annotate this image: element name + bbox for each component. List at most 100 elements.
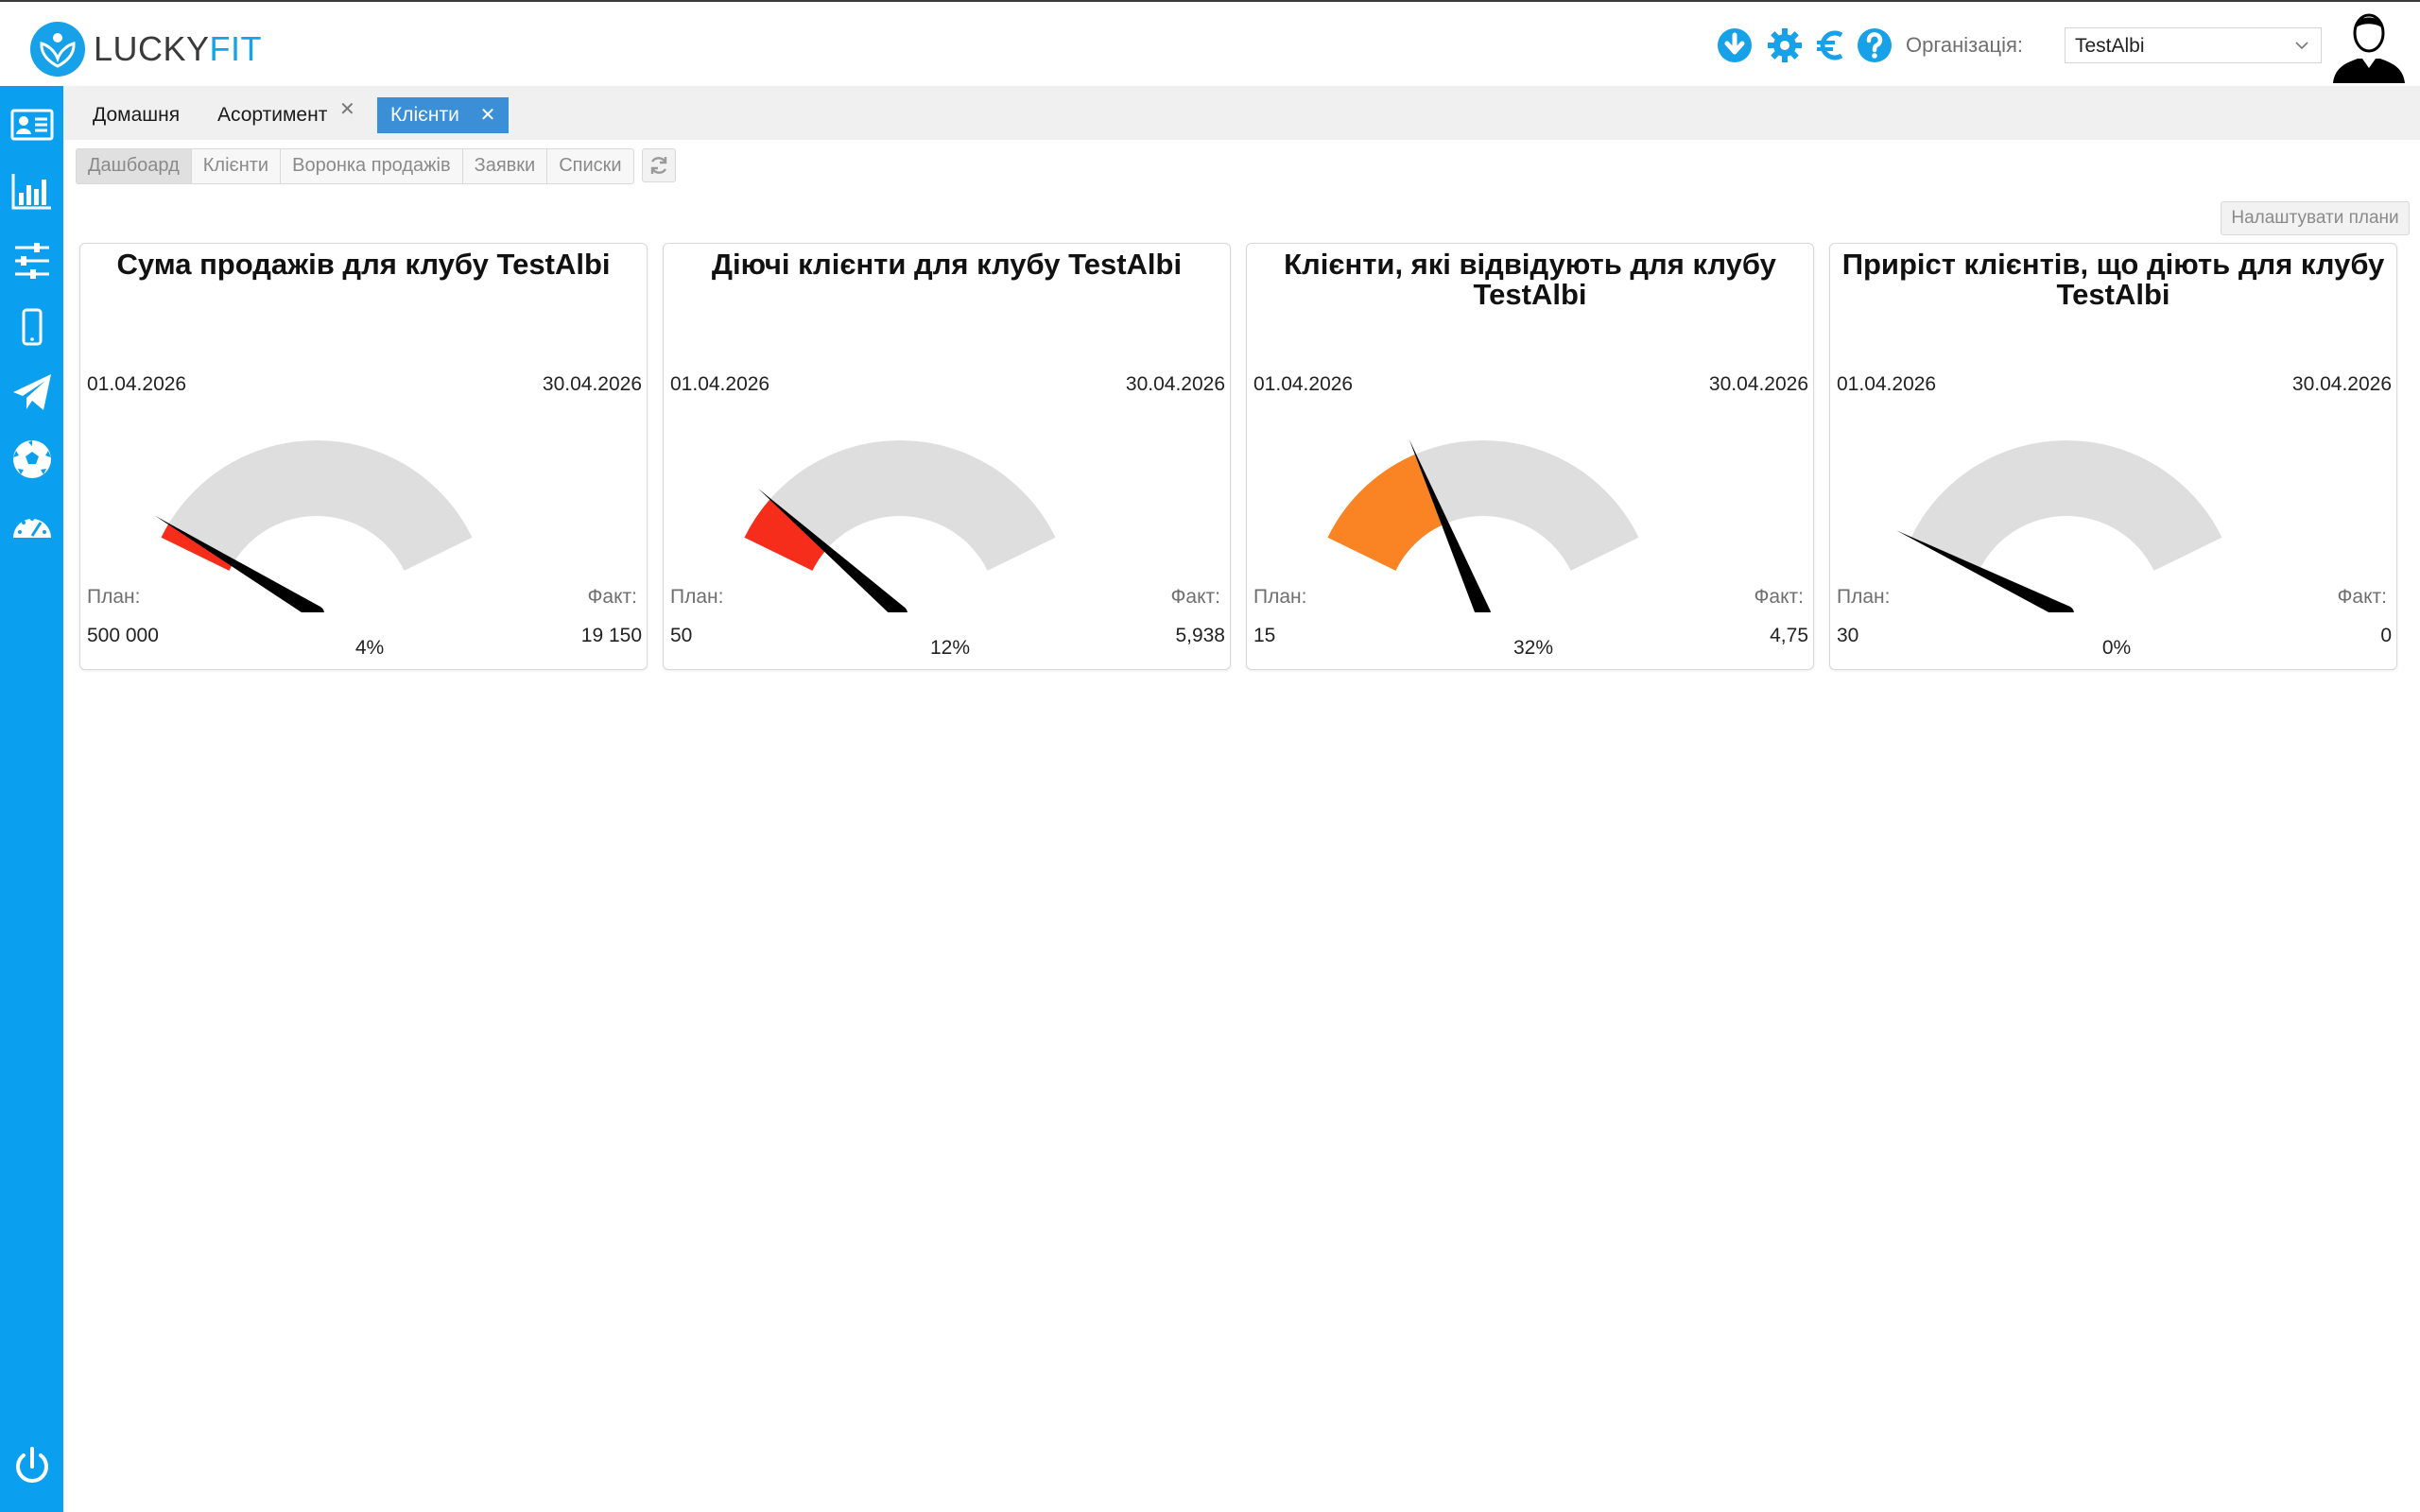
card-date-end: 30.04.2026 <box>1708 373 1808 395</box>
kpi-card: Приріст клієнтів, що діють для клубу Tes… <box>1829 243 2397 670</box>
subnav-lists[interactable]: Списки <box>546 149 632 183</box>
sidebar <box>0 86 63 1512</box>
card-date-start: 01.04.2026 <box>1837 373 1937 395</box>
sub-navigation: Дашбоард Клієнти Воронка продажів Заявки… <box>76 148 634 184</box>
paper-plane-icon <box>12 374 51 410</box>
gauge-chart <box>154 440 473 612</box>
sidebar-item-dashboard[interactable] <box>0 498 63 555</box>
power-icon <box>15 1447 48 1483</box>
fact-label: Факт: <box>2337 586 2387 608</box>
logo-text: LUCKYFIT <box>94 29 263 68</box>
gauge-needle-hub <box>892 606 908 612</box>
configure-plans-button[interactable]: Налаштувати плани <box>2221 201 2410 235</box>
tab-home[interactable]: Домашня <box>93 97 180 133</box>
plan-label: План: <box>670 586 724 608</box>
card-title: Сума продажів для клубу TestAlbi <box>116 248 611 281</box>
tabs-bar: Домашня Асортимент ✕ Клієнти ✕ <box>63 86 2420 140</box>
sidebar-item-analytics[interactable] <box>0 163 63 219</box>
card-date-end: 30.04.2026 <box>2291 373 2392 395</box>
gauge-chart <box>744 440 1056 612</box>
gauge-needle <box>154 515 321 612</box>
fact-value: 4,75 <box>1770 625 1808 646</box>
plan-value: 30 <box>1837 625 1859 646</box>
kpi-card: Сума продажів для клубу TestAlbi 01.04.2… <box>79 243 648 670</box>
card-date-end: 30.04.2026 <box>1125 373 1225 395</box>
card-title: Клієнти, які відвідують для клубу TestAl… <box>1284 248 1776 311</box>
gauge-fill <box>744 499 827 571</box>
gauge-track <box>1910 440 2222 571</box>
download-icon[interactable] <box>1716 26 1754 64</box>
fact-value: 5,938 <box>1175 625 1225 646</box>
fact-label: Факт: <box>1170 586 1220 608</box>
gauge-needle-hub <box>2059 606 2074 612</box>
card-title: Приріст клієнтів, що діють для клубу Tes… <box>1841 248 2385 311</box>
refresh-button[interactable] <box>642 148 676 182</box>
tab-label: Клієнти <box>390 104 459 126</box>
fact-value: 0 <box>2380 625 2392 646</box>
tab-assortment[interactable]: Асортимент <box>217 97 327 133</box>
card-title: Діючі клієнти для клубу TestAlbi <box>711 248 1183 281</box>
percent-value: 12% <box>929 637 971 659</box>
subnav-sales-funnel[interactable]: Воронка продажів <box>280 149 462 183</box>
gauge-fill <box>1327 454 1445 571</box>
chevron-down-icon <box>2295 42 2308 50</box>
top-header: LUCKYFIT Організація: TestAlbi <box>0 0 2420 86</box>
fact-label: Факт: <box>1754 586 1804 608</box>
plan-value: 50 <box>670 625 693 646</box>
gauge-needle <box>1409 438 1491 612</box>
tab-label: Домашня <box>93 104 181 126</box>
subnav-clients[interactable]: Клієнти <box>190 149 280 183</box>
close-icon[interactable]: ✕ <box>479 105 496 126</box>
card-date-end: 30.04.2026 <box>542 373 642 395</box>
organization-select-value: TestAlbi <box>2075 35 2145 57</box>
gauge-track <box>161 440 473 571</box>
sidebar-item-sports[interactable] <box>0 431 63 488</box>
contacts-card-icon <box>10 109 53 141</box>
gauge-needle <box>1896 530 2070 612</box>
sidebar-item-settings[interactable] <box>0 232 63 289</box>
gauge-needle-hub <box>1476 606 1491 612</box>
refresh-icon <box>650 157 667 174</box>
gauge-fill <box>161 524 233 571</box>
fact-value: 19 150 <box>580 625 642 646</box>
mobile-phone-icon <box>22 308 42 346</box>
card-date-start: 01.04.2026 <box>87 373 187 395</box>
close-icon[interactable]: ✕ <box>339 99 355 120</box>
tab-label: Асортимент <box>217 104 328 126</box>
organization-select[interactable]: TestAlbi <box>2065 27 2322 63</box>
bar-chart-icon <box>11 174 51 210</box>
plan-value: 15 <box>1253 625 1276 646</box>
user-avatar[interactable] <box>2331 8 2407 83</box>
sidebar-item-messages[interactable] <box>0 364 63 421</box>
plan-label: План: <box>1253 586 1307 608</box>
dashboard-gauge-icon <box>12 517 51 538</box>
plan-label: План: <box>87 586 141 608</box>
percent-value: 0% <box>2101 637 2132 659</box>
help-icon[interactable] <box>1856 26 1893 64</box>
app-logo[interactable]: LUCKYFIT <box>29 21 262 77</box>
gauge-needle-hub <box>309 606 324 612</box>
gauge-chart <box>1896 440 2222 612</box>
gauge-chart <box>1327 438 1639 612</box>
percent-value: 4% <box>354 637 385 659</box>
sidebar-item-mobile[interactable] <box>0 299 63 355</box>
sidebar-item-contacts[interactable] <box>0 96 63 153</box>
plan-label: План: <box>1837 586 1891 608</box>
kpi-card: Клієнти, які відвідують для клубу TestAl… <box>1246 243 1814 670</box>
kpi-card: Діючі клієнти для клубу TestAlbi 01.04.2… <box>663 243 1231 670</box>
gauge-needle <box>757 488 906 612</box>
euro-icon[interactable] <box>1812 26 1850 64</box>
sliders-icon <box>14 243 49 279</box>
subnav-dashboard[interactable]: Дашбоард <box>77 149 191 183</box>
card-date-start: 01.04.2026 <box>670 373 770 395</box>
percent-value: 32% <box>1512 637 1554 659</box>
gauge-track <box>744 440 1056 571</box>
logo-icon <box>30 22 85 77</box>
sidebar-item-logout[interactable] <box>0 1438 63 1495</box>
tab-clients[interactable]: Клієнти ✕ <box>377 97 510 133</box>
gear-icon[interactable] <box>1766 26 1804 64</box>
subnav-requests[interactable]: Заявки <box>461 149 547 183</box>
organization-label: Організація: <box>1906 33 2023 57</box>
fact-label: Факт: <box>587 586 637 608</box>
soccer-ball-icon <box>12 440 51 478</box>
